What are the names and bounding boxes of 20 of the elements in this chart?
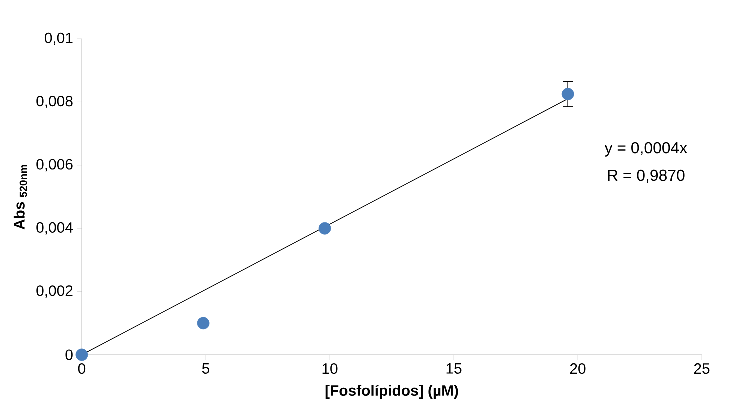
y-tick-label: 0,01 [44,32,73,46]
point [197,317,210,330]
y-tick-label: 0,006 [36,159,73,172]
x-tick-label: 5 [202,364,210,374]
x-tick-label: 10 [322,364,338,374]
text: Abs $_{520nm}$ [14,165,28,230]
x-axis-title: [Fosfolípidos] (µM) [326,384,458,400]
y-tick-label: 0 [66,350,73,360]
point [562,88,574,100]
x-tick-label: 15 [446,364,462,374]
y-tick-label: 0,002 [36,286,73,298]
point [318,222,332,235]
x-tick-label: 25 [694,364,710,374]
point [76,348,88,362]
x-tick-label: 20 [570,364,586,374]
y-tick-label: 0,004 [36,222,74,235]
x-tick-label: 0 [78,364,86,374]
annotation: y = 0,0004x [604,142,688,157]
y-tick-label: 0,008 [36,96,73,108]
annotation: R = 0,9870 [608,170,685,184]
